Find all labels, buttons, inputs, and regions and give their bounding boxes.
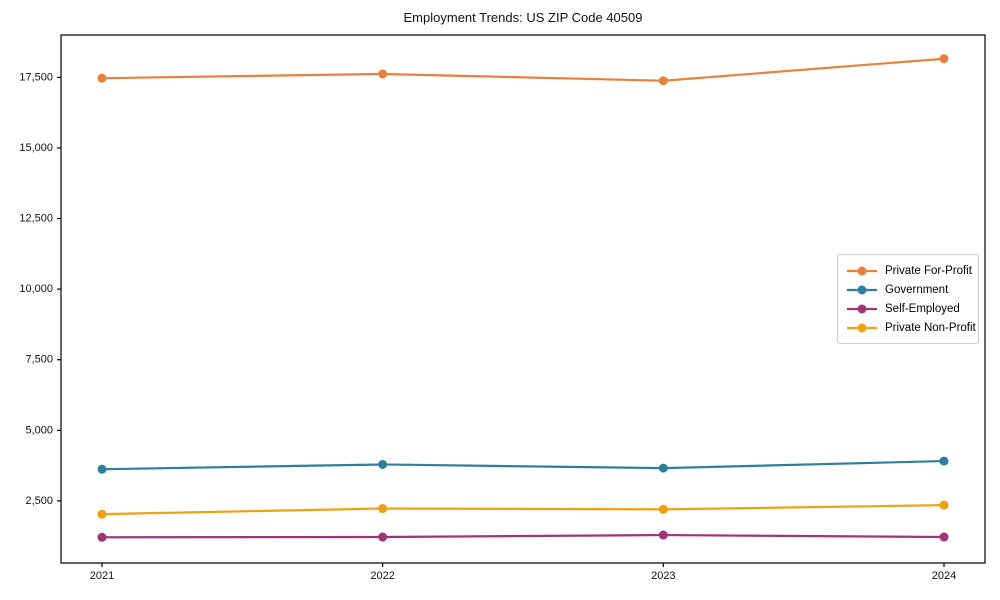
legend-marker-icon xyxy=(847,304,877,314)
data-point xyxy=(939,456,949,466)
legend-item: Government xyxy=(847,281,969,300)
data-point xyxy=(378,459,388,469)
data-point xyxy=(378,532,388,542)
y-tick-label: 2,500 xyxy=(25,495,53,507)
legend-item-label: Private Non-Profit xyxy=(885,321,976,334)
data-point xyxy=(97,532,107,542)
data-point xyxy=(939,54,949,64)
legend-item-label: Self-Employed xyxy=(885,302,960,315)
series-line xyxy=(100,57,946,82)
x-tick-label: 2023 xyxy=(651,570,675,582)
data-point xyxy=(378,69,388,79)
data-point xyxy=(97,509,107,519)
legend-marker-icon xyxy=(847,323,877,333)
y-tick-label: 15,000 xyxy=(19,142,53,154)
legend-marker-icon xyxy=(847,266,877,276)
legend-item-label: Private For-Profit xyxy=(885,265,972,278)
x-tick-label: 2024 xyxy=(932,570,956,582)
y-tick-label: 7,500 xyxy=(25,354,53,366)
legend-item-label: Government xyxy=(885,284,949,297)
y-tick-label: 5,000 xyxy=(25,424,53,436)
legend: Private For-Profit Government Self-Employe… xyxy=(837,254,979,344)
data-point xyxy=(939,500,949,510)
data-point xyxy=(658,504,668,514)
chart-title: Employment Trends: US ZIP Code 40509 xyxy=(403,10,643,25)
data-point xyxy=(658,530,668,540)
y-tick-label: 17,500 xyxy=(19,71,53,83)
y-tick-label: 12,500 xyxy=(19,213,53,225)
legend-marker-icon xyxy=(847,285,877,295)
y-tick-label: 10,000 xyxy=(19,283,53,295)
data-point xyxy=(658,463,668,473)
data-point xyxy=(378,504,388,514)
legend-item: Self-Employed xyxy=(847,300,969,319)
data-point xyxy=(658,76,668,86)
series-line xyxy=(100,504,946,516)
x-tick-label: 2021 xyxy=(90,570,114,582)
data-point xyxy=(939,532,949,542)
x-tick-label: 2022 xyxy=(370,570,394,582)
plot-border xyxy=(60,34,986,564)
series-line xyxy=(100,533,946,539)
data-point xyxy=(97,73,107,83)
legend-item: Private Non-Profit xyxy=(847,318,976,337)
legend-item: Private For-Profit xyxy=(847,262,972,281)
series-line xyxy=(100,459,946,471)
data-point xyxy=(97,464,107,474)
